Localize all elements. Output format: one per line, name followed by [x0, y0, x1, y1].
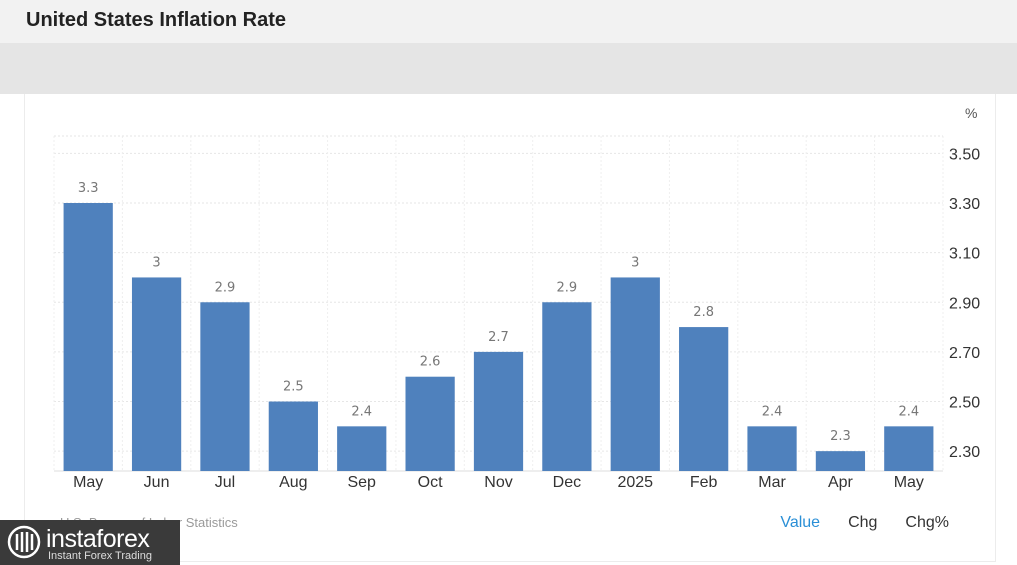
data-label: 2.4 [762, 404, 783, 419]
y-tick-label: 3.10 [949, 246, 980, 263]
data-label: 2.3 [830, 429, 851, 444]
x-tick-label: Jul [215, 474, 235, 491]
y-unit-label: % [965, 105, 977, 121]
tab-chg-percent[interactable]: Chg% [905, 514, 949, 531]
data-label: 2.9 [215, 280, 236, 295]
bar [747, 426, 797, 471]
bar [884, 426, 934, 471]
bar [268, 401, 318, 471]
x-tick-label: Dec [553, 474, 581, 491]
brand-logo: instaforex Instant Forex Trading [0, 520, 180, 565]
data-label: 2.6 [420, 355, 441, 370]
chart-title: United States Inflation Rate [26, 9, 287, 31]
y-tick-label: 2.50 [949, 395, 980, 412]
x-tick-label: Aug [279, 474, 307, 491]
x-tick-label: Apr [828, 474, 854, 491]
data-label: 2.4 [898, 404, 919, 419]
toolbar-band [0, 43, 1017, 94]
y-axis: 3.50 3.30 3.10 2.90 2.70 2.50 2.30% [949, 105, 980, 461]
chart-panel [24, 94, 996, 562]
view-tabs: Value Chg Chg% [752, 514, 949, 532]
y-tick-label: 2.90 [949, 295, 980, 312]
data-label: 2.7 [488, 330, 509, 345]
instaforex-logo-icon [7, 525, 41, 559]
data-label: 2.4 [351, 404, 372, 419]
data-label: 3 [152, 255, 160, 270]
y-tick-label: 3.30 [949, 196, 980, 213]
x-tick-label: Mar [758, 474, 786, 491]
x-tick-label: 2025 [617, 474, 653, 491]
bar [542, 302, 592, 471]
data-label: 3.3 [78, 181, 99, 196]
bar [679, 327, 729, 471]
bar [405, 376, 455, 471]
y-tick-label: 3.50 [949, 146, 980, 163]
x-tick-label: Sep [347, 474, 376, 491]
bars [63, 203, 934, 471]
brand-tagline: Instant Forex Trading [48, 550, 152, 562]
tab-chg[interactable]: Chg [848, 514, 878, 531]
y-tick-label: 2.30 [949, 444, 980, 461]
bar [200, 302, 250, 471]
x-tick-label: May [894, 474, 924, 491]
chart: 3.3 3 2.9 2.5 2.4 2.6 2.7 2.9 3 2.8 2.4 2.3 2.4 May J… [53, 105, 980, 491]
bar [63, 203, 113, 471]
x-tick-label: Feb [690, 474, 718, 491]
data-label: 2.8 [693, 305, 714, 320]
y-tick-label: 2.70 [949, 345, 980, 362]
bar [337, 426, 387, 471]
x-axis: May Jun Jul Aug Sep Oct Nov Dec 2025 Feb Mar Apr May [73, 474, 924, 491]
bar [610, 277, 660, 471]
brand-name: instaforex [46, 525, 150, 553]
title-bar: United States Inflation Rate [0, 0, 1017, 43]
x-tick-label: Nov [484, 474, 512, 491]
data-label: 3 [631, 255, 639, 270]
data-labels: 3.3 3 2.9 2.5 2.4 2.6 2.7 2.9 3 2.8 2.4 2.3 2.4 [78, 181, 919, 444]
x-tick-label: May [73, 474, 103, 491]
data-label: 2.5 [283, 380, 304, 395]
tab-value[interactable]: Value [780, 514, 821, 531]
bar [815, 451, 866, 471]
bar [473, 351, 524, 471]
bar [131, 277, 182, 471]
data-label: 2.9 [557, 280, 578, 295]
x-tick-label: Oct [418, 474, 443, 491]
x-tick-label: Jun [144, 474, 170, 491]
